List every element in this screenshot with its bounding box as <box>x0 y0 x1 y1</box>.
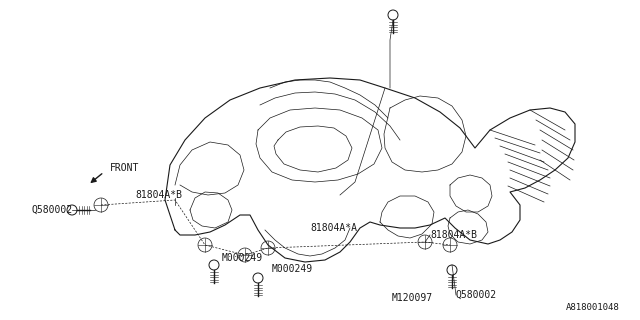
Text: M000249: M000249 <box>272 264 313 274</box>
Text: M120097: M120097 <box>392 293 433 303</box>
Text: A818001048: A818001048 <box>566 303 620 313</box>
Text: Q580002: Q580002 <box>32 205 73 215</box>
Text: Q580002: Q580002 <box>455 290 496 300</box>
Text: 81804A*A: 81804A*A <box>310 223 357 233</box>
Text: M000249: M000249 <box>222 253 263 263</box>
Text: FRONT: FRONT <box>110 163 140 173</box>
Text: 81804A*B: 81804A*B <box>135 190 182 200</box>
Text: 81804A*B: 81804A*B <box>430 230 477 240</box>
